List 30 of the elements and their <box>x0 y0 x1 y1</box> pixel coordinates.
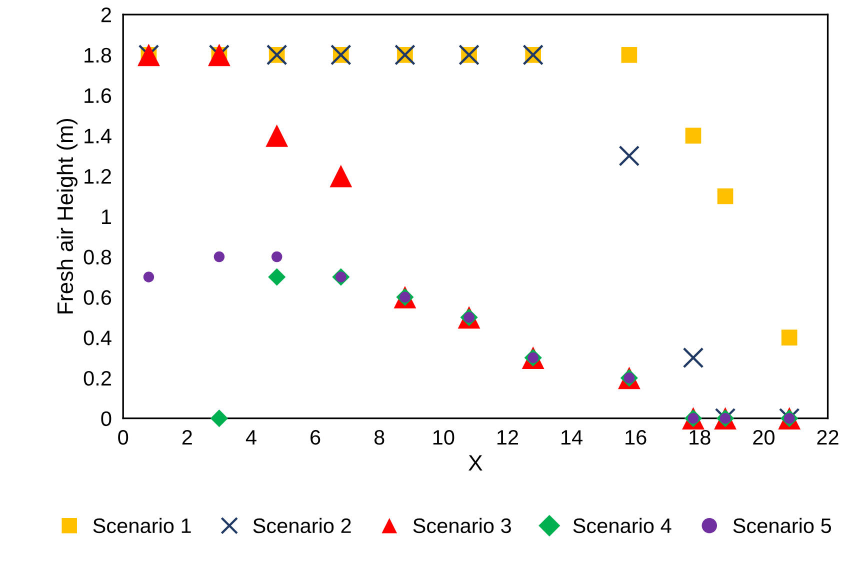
y-tick-label: 0.6 <box>84 290 112 305</box>
y-tick-label: 2 <box>101 8 111 22</box>
x-tick-label: 22 <box>817 430 838 445</box>
y-tick-label: 1.6 <box>84 88 112 104</box>
y-tick-label: 0 <box>101 411 112 426</box>
x-tick-label: 14 <box>562 430 583 445</box>
y-tick-label: 0.2 <box>84 370 111 386</box>
x-tick-label: 16 <box>626 430 646 445</box>
y-tick-label: 1.2 <box>84 169 111 184</box>
x-tick-label: 0 <box>118 430 128 445</box>
x-tick-label: 8 <box>374 430 384 445</box>
x-tick-label: 6 <box>310 430 320 445</box>
legend-label: Scenario 4 <box>573 518 672 534</box>
x-tick-label: 2 <box>182 430 192 445</box>
x-tick-label: 20 <box>753 430 774 445</box>
y-tick-label: 0.8 <box>84 250 112 265</box>
legend-label: Scenario 3 <box>413 518 511 534</box>
legend-label: Scenario 5 <box>733 518 832 534</box>
y-tick-label: 1.4 <box>84 128 112 144</box>
y-tick-label: 1.8 <box>84 48 112 63</box>
y-tick-label: 1 <box>102 210 111 224</box>
legend-label: Scenario 2 <box>253 518 351 534</box>
x-tick-label: 12 <box>497 430 518 445</box>
y-tick-label: 0.4 <box>84 330 112 346</box>
legend-label: Scenario 1 <box>93 518 191 534</box>
x-tick-label: 18 <box>690 430 710 445</box>
y-axis-title: Fresh air Height (m) <box>56 119 78 314</box>
x-tick-label: 4 <box>246 430 256 445</box>
x-tick-label: 10 <box>433 430 454 445</box>
x-axis-title: X <box>468 455 482 471</box>
